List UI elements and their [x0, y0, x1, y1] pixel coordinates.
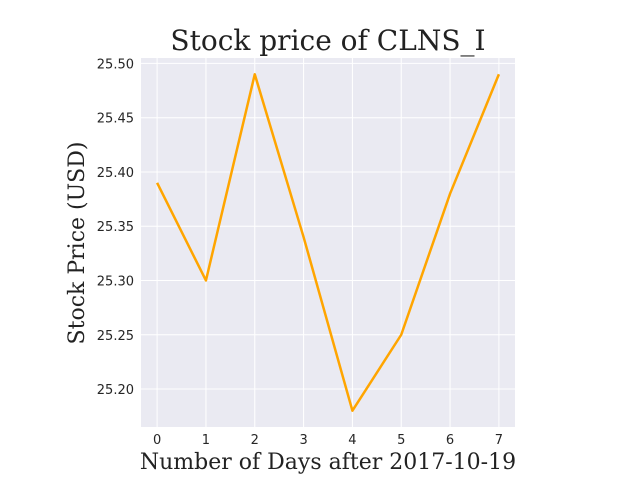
x-axis-label: Number of Days after 2017-10-19 — [140, 450, 516, 475]
y-tick-label: 25.25 — [97, 329, 134, 344]
x-tick-label: 6 — [446, 433, 454, 448]
plot-area — [141, 58, 515, 427]
y-tick-label: 25.35 — [97, 220, 134, 235]
x-tick-label: 1 — [202, 433, 210, 448]
x-tick-label: 5 — [397, 433, 405, 448]
x-tick-label: 0 — [153, 433, 161, 448]
grid-lines — [141, 58, 515, 427]
x-tick-label: 2 — [251, 433, 259, 448]
x-tick-label: 3 — [299, 433, 307, 448]
y-tick-label: 25.40 — [97, 166, 134, 181]
series-line — [155, 73, 501, 412]
y-axis-label: Stock Price (USD) — [65, 142, 90, 345]
y-tick-label: 25.20 — [97, 383, 134, 398]
tick-layer: 0 1 2 3 4 5 6 7 25.20 25.25 25.30 25.35 25.40 25.45 25… — [97, 57, 503, 448]
y-tick-label: 25.50 — [97, 57, 134, 72]
y-tick-label: 25.30 — [97, 274, 134, 289]
chart-title: Stock price of CLNS_I — [170, 24, 485, 57]
series-layer — [155, 73, 501, 412]
x-tick-label: 7 — [495, 433, 503, 448]
x-tick-label: 4 — [348, 433, 356, 448]
y-tick-label: 25.45 — [97, 112, 134, 127]
